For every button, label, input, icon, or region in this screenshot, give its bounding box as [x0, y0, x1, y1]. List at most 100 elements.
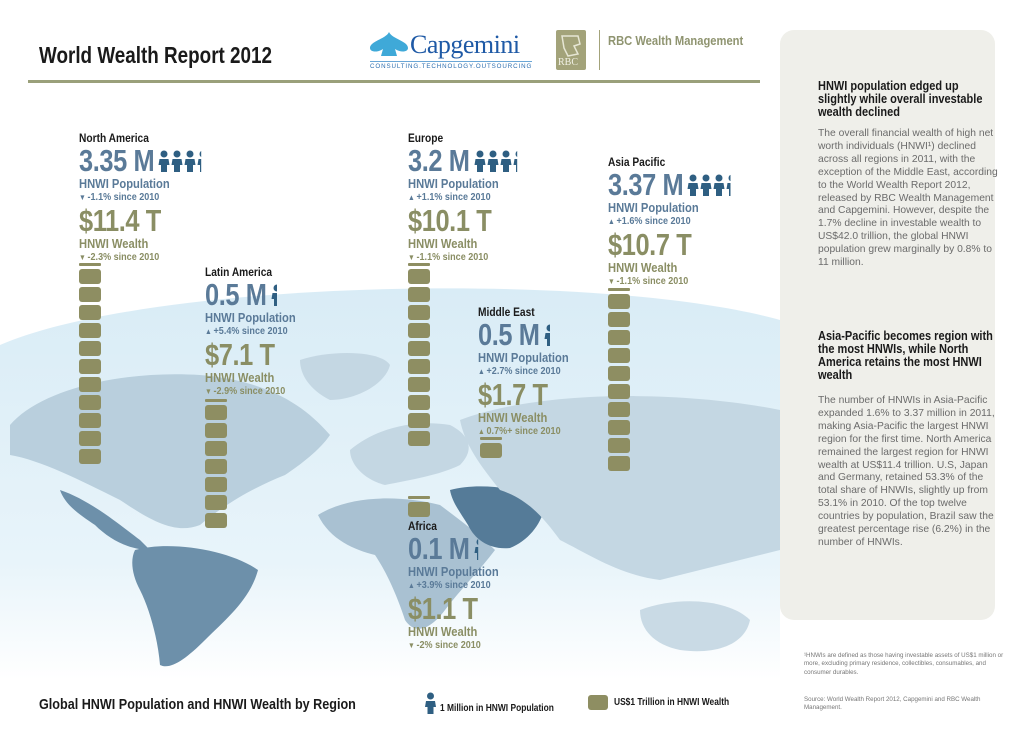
map-central-america — [60, 490, 150, 550]
population-change: ▲ +3.9% since 2010 — [408, 579, 491, 591]
person-icon — [474, 150, 486, 172]
triangle-down-icon: ▼ — [608, 277, 615, 286]
population-row: 3.35 M — [79, 145, 210, 177]
population-label: HNWI Population — [408, 176, 499, 191]
wealth-label: HNWI Wealth — [608, 260, 678, 275]
capgemini-spade-icon — [370, 32, 408, 56]
population-pictogram — [158, 150, 210, 172]
map-africa — [318, 498, 495, 629]
wealth-block — [79, 449, 101, 464]
population-change: ▲ +1.6% since 2010 — [608, 215, 691, 227]
wealth-block — [79, 359, 101, 374]
region-name: Africa — [408, 519, 437, 533]
wealth-block — [79, 413, 101, 428]
region-latin-america: Latin America 0.5 M HNWI Population ▲ +5.4% … — [205, 265, 310, 398]
wealth-block — [408, 305, 430, 320]
wealth-block — [608, 402, 630, 417]
wealth-block — [205, 459, 227, 474]
population-label: HNWI Population — [478, 350, 569, 365]
wealth-stack-latin-america — [205, 399, 227, 531]
wealth-stack-north-america — [79, 263, 101, 467]
population-change: ▲ +2.7% since 2010 — [478, 365, 561, 377]
triangle-up-icon: ▲ — [408, 581, 415, 590]
wealth-stack-africa — [408, 496, 430, 520]
wealth-block — [608, 438, 630, 453]
wealth-block — [608, 312, 630, 327]
triangle-up-icon: ▲ — [608, 217, 615, 226]
population-change: ▲ +1.1% since 2010 — [408, 191, 491, 203]
wealth-block — [79, 431, 101, 446]
rbc-badge-text: RBC — [558, 57, 579, 68]
triangle-down-icon: ▼ — [408, 641, 415, 650]
report-title: World Wealth Report 2012 — [39, 42, 273, 68]
person-icon — [158, 150, 170, 172]
population-row: 3.2 M — [408, 145, 526, 177]
wealth-change: ▼ -2.9% since 2010 — [205, 385, 286, 397]
legend-population: 1 Million in HNWI Population — [424, 692, 576, 714]
region-asia-pacific: Asia Pacific 3.37 M HNWI Population ▲ +1.6% … — [608, 155, 739, 288]
wealth-block — [608, 366, 630, 381]
map-australia — [640, 601, 750, 652]
legend-wealth-label: US$1 Trillion in HNWI Wealth — [614, 697, 730, 708]
wealth-change: ▼ -1.1% since 2010 — [408, 251, 489, 263]
wealth-block — [408, 269, 430, 284]
rbc-lion-logo-icon: RBC — [556, 30, 586, 70]
triangle-up-icon: ▲ — [478, 427, 485, 436]
population-value: 0.5 M — [478, 317, 540, 352]
map-asia — [460, 396, 780, 580]
wealth-value: $1.1 T — [408, 591, 478, 626]
triangle-down-icon: ▼ — [205, 387, 212, 396]
wealth-block — [408, 323, 430, 338]
wealth-stack-middle-east — [480, 437, 502, 461]
person-icon — [687, 174, 699, 196]
wealth-block — [608, 330, 630, 345]
population-label: HNWI Population — [408, 564, 499, 579]
person-icon — [500, 150, 512, 172]
region-name: Asia Pacific — [608, 155, 666, 169]
population-row: 0.5 M — [205, 279, 310, 311]
wealth-change: ▼ -2% since 2010 — [408, 639, 481, 651]
population-row: 3.37 M — [608, 169, 739, 201]
person-icon — [544, 324, 550, 346]
wealth-block — [79, 323, 101, 338]
summary-panel: HNWI population edged up slightly while … — [780, 30, 998, 620]
wealth-block — [205, 513, 227, 528]
triangle-up-icon: ▲ — [408, 193, 415, 202]
map-north-america — [10, 374, 330, 529]
person-icon — [184, 150, 196, 172]
wealth-block — [408, 502, 430, 517]
population-change: ▼ -1.1% since 2010 — [79, 191, 160, 203]
population-pictogram — [271, 284, 284, 306]
region-name: North America — [79, 131, 149, 145]
wealth-block — [408, 359, 430, 374]
wealth-block — [79, 341, 101, 356]
region-north-america: North America 3.35 M HNWI Population ▼ -1.1%… — [79, 131, 210, 264]
map-greenland — [300, 353, 390, 400]
region-name: Latin America — [205, 265, 273, 279]
wealth-block — [79, 269, 101, 284]
capgemini-wordmark: Capgemini — [410, 30, 520, 59]
wealth-value: $10.7 T — [608, 227, 692, 262]
wealth-value: $7.1 T — [205, 337, 275, 372]
wealth-block — [608, 384, 630, 399]
wealth-block — [205, 423, 227, 438]
wealth-block — [480, 443, 502, 458]
rounded-block-icon — [588, 695, 608, 710]
logo-divider — [599, 30, 600, 70]
wealth-label: HNWI Wealth — [79, 236, 149, 251]
map-europe — [350, 423, 469, 485]
wealth-block — [408, 377, 430, 392]
wealth-block — [205, 405, 227, 420]
wealth-value: $1.7 T — [478, 377, 548, 412]
wealth-block — [408, 395, 430, 410]
section2-heading: Asia-Pacific becomes region with the mos… — [818, 329, 993, 382]
map-south-america — [132, 546, 258, 667]
world-map — [0, 288, 780, 680]
triangle-up-icon: ▲ — [478, 367, 485, 376]
population-value: 0.5 M — [205, 277, 267, 312]
wealth-stack-asia-pacific — [608, 288, 630, 474]
person-icon — [271, 284, 277, 306]
section2-body: The number of HNWIs in Asia-Pacific expa… — [818, 395, 995, 548]
capgemini-logo: Capgemini CONSULTING.TECHNOLOGY.OUTSOURC… — [368, 28, 536, 72]
region-europe: Europe 3.2 M HNWI Population ▲ +1.1% since 2… — [408, 131, 526, 264]
